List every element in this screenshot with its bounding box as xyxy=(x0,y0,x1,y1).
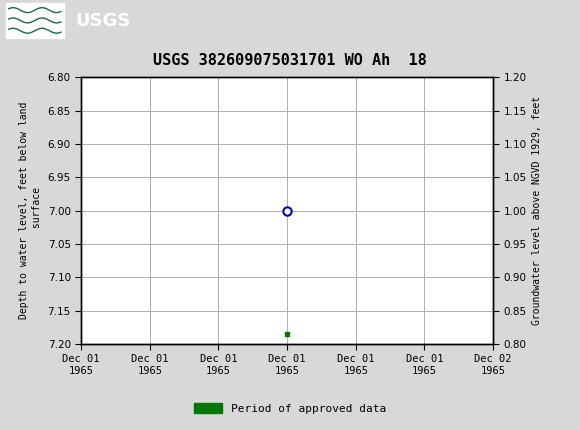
Text: USGS: USGS xyxy=(75,12,130,30)
Y-axis label: Depth to water level, feet below land
 surface: Depth to water level, feet below land su… xyxy=(19,102,42,319)
Y-axis label: Groundwater level above NGVD 1929, feet: Groundwater level above NGVD 1929, feet xyxy=(532,96,542,325)
Legend: Period of approved data: Period of approved data xyxy=(190,399,390,418)
Text: USGS 382609075031701 WO Ah  18: USGS 382609075031701 WO Ah 18 xyxy=(153,53,427,68)
Bar xyxy=(6,3,64,37)
